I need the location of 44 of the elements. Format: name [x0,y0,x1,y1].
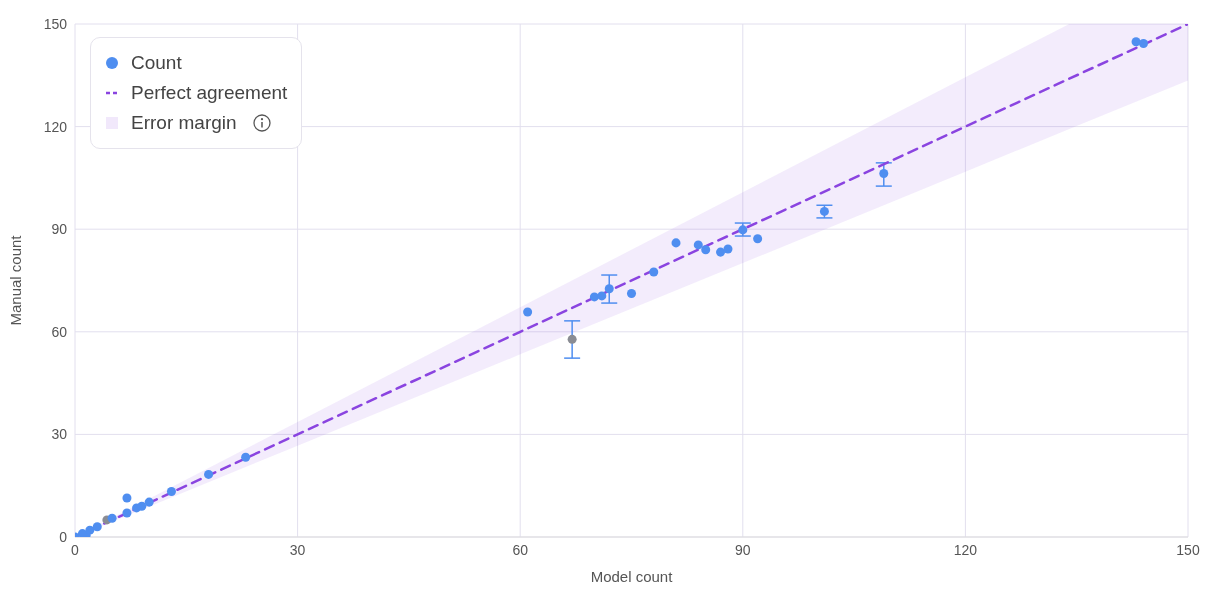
x-tick-label: 120 [953,541,978,558]
point [738,225,748,235]
point [1138,38,1148,48]
x-tick-label: 150 [1176,541,1200,558]
point [723,244,733,254]
point [122,508,132,518]
y-tick-label: 60 [51,323,68,340]
point [753,234,763,244]
point [597,291,607,301]
point [879,168,889,178]
y-tick-label: 0 [59,528,68,545]
point [204,469,214,479]
y-tick-label: 120 [43,118,68,135]
point [523,307,533,317]
point [166,487,176,497]
x-tick-label: 30 [289,541,306,558]
point [716,247,726,257]
point [137,501,147,511]
x-tick-label: 0 [71,541,80,558]
point [819,206,829,216]
point [626,288,637,298]
point [701,245,711,255]
x-tick-label: 60 [512,541,529,558]
x-axis-title: Model count [590,568,674,585]
point [693,240,703,250]
y-tick-label: 30 [51,426,68,443]
point [649,267,659,277]
point [241,452,251,462]
point [107,513,117,523]
point [567,334,577,344]
point [122,493,132,503]
annotation: Error margin [131,111,237,135]
legend-label: Count [131,51,182,75]
point [604,284,614,294]
legend-label: Perfect agreement [131,81,288,105]
point [671,238,681,248]
y-tick-label: 150 [43,15,68,32]
point [144,497,154,507]
point [85,525,95,535]
x-tick-label: 90 [735,541,751,558]
point [77,529,87,537]
y-tick-label: 90 [51,221,68,238]
point [92,522,102,532]
y-axis-title: Manual count [7,234,25,326]
